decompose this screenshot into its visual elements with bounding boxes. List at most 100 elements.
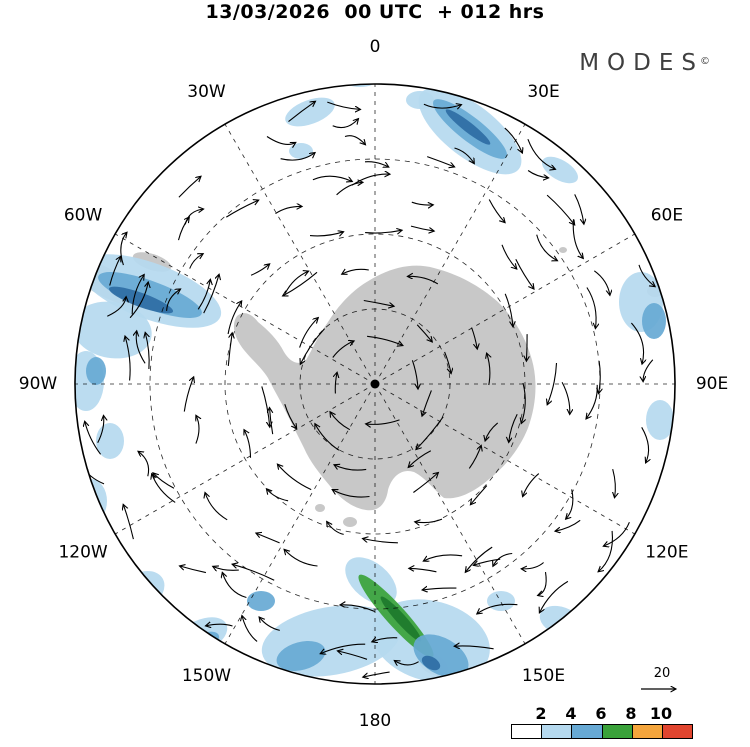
wind-arrow xyxy=(643,359,654,382)
wind-arrow xyxy=(336,182,363,196)
meridian-label-120W: 120W xyxy=(58,543,107,563)
wind-arrow xyxy=(123,504,134,540)
colorbar-cell-3 xyxy=(601,725,632,738)
shaded-patch xyxy=(108,286,174,314)
wind-arrow xyxy=(363,671,390,677)
wind-arrow xyxy=(330,412,351,431)
wind-arrow xyxy=(422,588,457,590)
wind-arrow xyxy=(372,638,398,642)
wind-arrow xyxy=(423,104,462,108)
wind-arrow xyxy=(334,465,367,471)
wind-arrow xyxy=(416,416,444,450)
wind-arrow xyxy=(280,153,316,161)
wind-arrow xyxy=(454,646,494,649)
wind-arrow xyxy=(337,651,368,660)
wind-arrow xyxy=(470,485,488,505)
wind-arrow xyxy=(180,566,207,574)
wind-arrow xyxy=(284,549,318,567)
wind-arrow xyxy=(638,264,655,287)
wind-arrow xyxy=(131,275,144,315)
meridian-labels: 0 30E 60E 90E 120E 150E 180 150W 120W 90W 60W 30W xyxy=(19,37,728,731)
wind-arrow xyxy=(422,390,432,416)
wind-arrow xyxy=(394,661,419,665)
wind-arrow xyxy=(598,530,613,572)
wind-arrow xyxy=(586,287,596,329)
wind-arrow xyxy=(189,254,204,269)
wind-arrow xyxy=(527,170,549,178)
wind-arrow xyxy=(367,335,403,345)
colorbar-tick-4: 4 xyxy=(565,704,577,723)
wind-arrow xyxy=(547,362,558,405)
wind-arrow xyxy=(603,521,630,546)
wind-arrow xyxy=(493,552,513,567)
wind-arrow xyxy=(277,464,312,491)
wind-arrow xyxy=(410,225,434,231)
wind-arrow xyxy=(465,546,493,572)
wind-arrow xyxy=(178,176,201,198)
land-fragment xyxy=(315,504,325,512)
wind-arrow xyxy=(539,580,569,613)
wind-arrow xyxy=(206,624,233,626)
wind-arrow xyxy=(138,451,150,477)
wind-arrow xyxy=(152,474,176,503)
wind-arrow xyxy=(312,175,352,181)
land-fragment xyxy=(559,247,567,253)
wind-arrow xyxy=(527,139,556,169)
wind-arrow xyxy=(129,282,148,319)
wind-arrow xyxy=(332,490,370,498)
wind-arrow xyxy=(232,564,275,581)
wind-arrow xyxy=(205,493,228,521)
wind-arrow xyxy=(444,351,452,374)
shaded-patch xyxy=(98,272,202,318)
colorbar-cell-0 xyxy=(512,725,542,738)
wind-arrow xyxy=(407,276,439,285)
wind-arrow xyxy=(423,554,463,561)
wind-arrow xyxy=(342,269,369,274)
wind-arrow xyxy=(184,209,203,225)
colorbar-bar xyxy=(511,724,693,739)
meridian-label-150W: 150W xyxy=(182,666,231,686)
wind-arrow xyxy=(523,473,540,497)
wind-arrow xyxy=(363,299,394,307)
shaded-patch xyxy=(86,357,106,385)
wind-arrow xyxy=(166,289,181,311)
wind-arrow xyxy=(364,161,389,167)
wind-arrow xyxy=(107,297,126,317)
wind-arrow xyxy=(227,301,242,335)
wind-arrow xyxy=(416,324,432,342)
wind-arrow xyxy=(509,414,518,442)
copyright-mark: © xyxy=(700,55,710,67)
wind-arrow xyxy=(177,217,190,241)
wind-arrow xyxy=(120,232,127,266)
wind-vectors xyxy=(83,101,655,677)
wind-arrow xyxy=(409,568,437,573)
shaded-patch xyxy=(541,156,579,184)
shaded-patch xyxy=(487,591,515,611)
shaded-patch xyxy=(380,596,422,642)
map-boundary-circle xyxy=(74,83,676,685)
wind-arrow xyxy=(488,199,505,223)
shaded-patch xyxy=(170,124,190,136)
colorbar-tick-10: 10 xyxy=(649,704,673,723)
antarctica-landmass xyxy=(233,265,536,511)
wind-arrow xyxy=(471,327,478,350)
wind-arrow xyxy=(501,244,517,269)
wind-arrow xyxy=(315,424,340,451)
wind-arrow xyxy=(504,127,523,153)
shaded-patch xyxy=(445,109,491,145)
wind-arrow xyxy=(300,328,326,365)
shaded-patch xyxy=(247,591,275,611)
wind-arrow xyxy=(332,341,354,358)
wind-arrow xyxy=(415,518,443,522)
wind-arrow xyxy=(332,119,359,129)
colorbar-cell-5 xyxy=(661,725,693,738)
wind-arrow xyxy=(213,566,239,570)
wind-reference: 20 xyxy=(641,666,676,689)
colorbar-cell-2 xyxy=(571,725,602,738)
wind-arrow xyxy=(256,533,280,544)
wind-arrow xyxy=(320,643,366,654)
wind-arrow xyxy=(365,230,402,233)
colorbar-tick-2: 2 xyxy=(535,704,547,723)
